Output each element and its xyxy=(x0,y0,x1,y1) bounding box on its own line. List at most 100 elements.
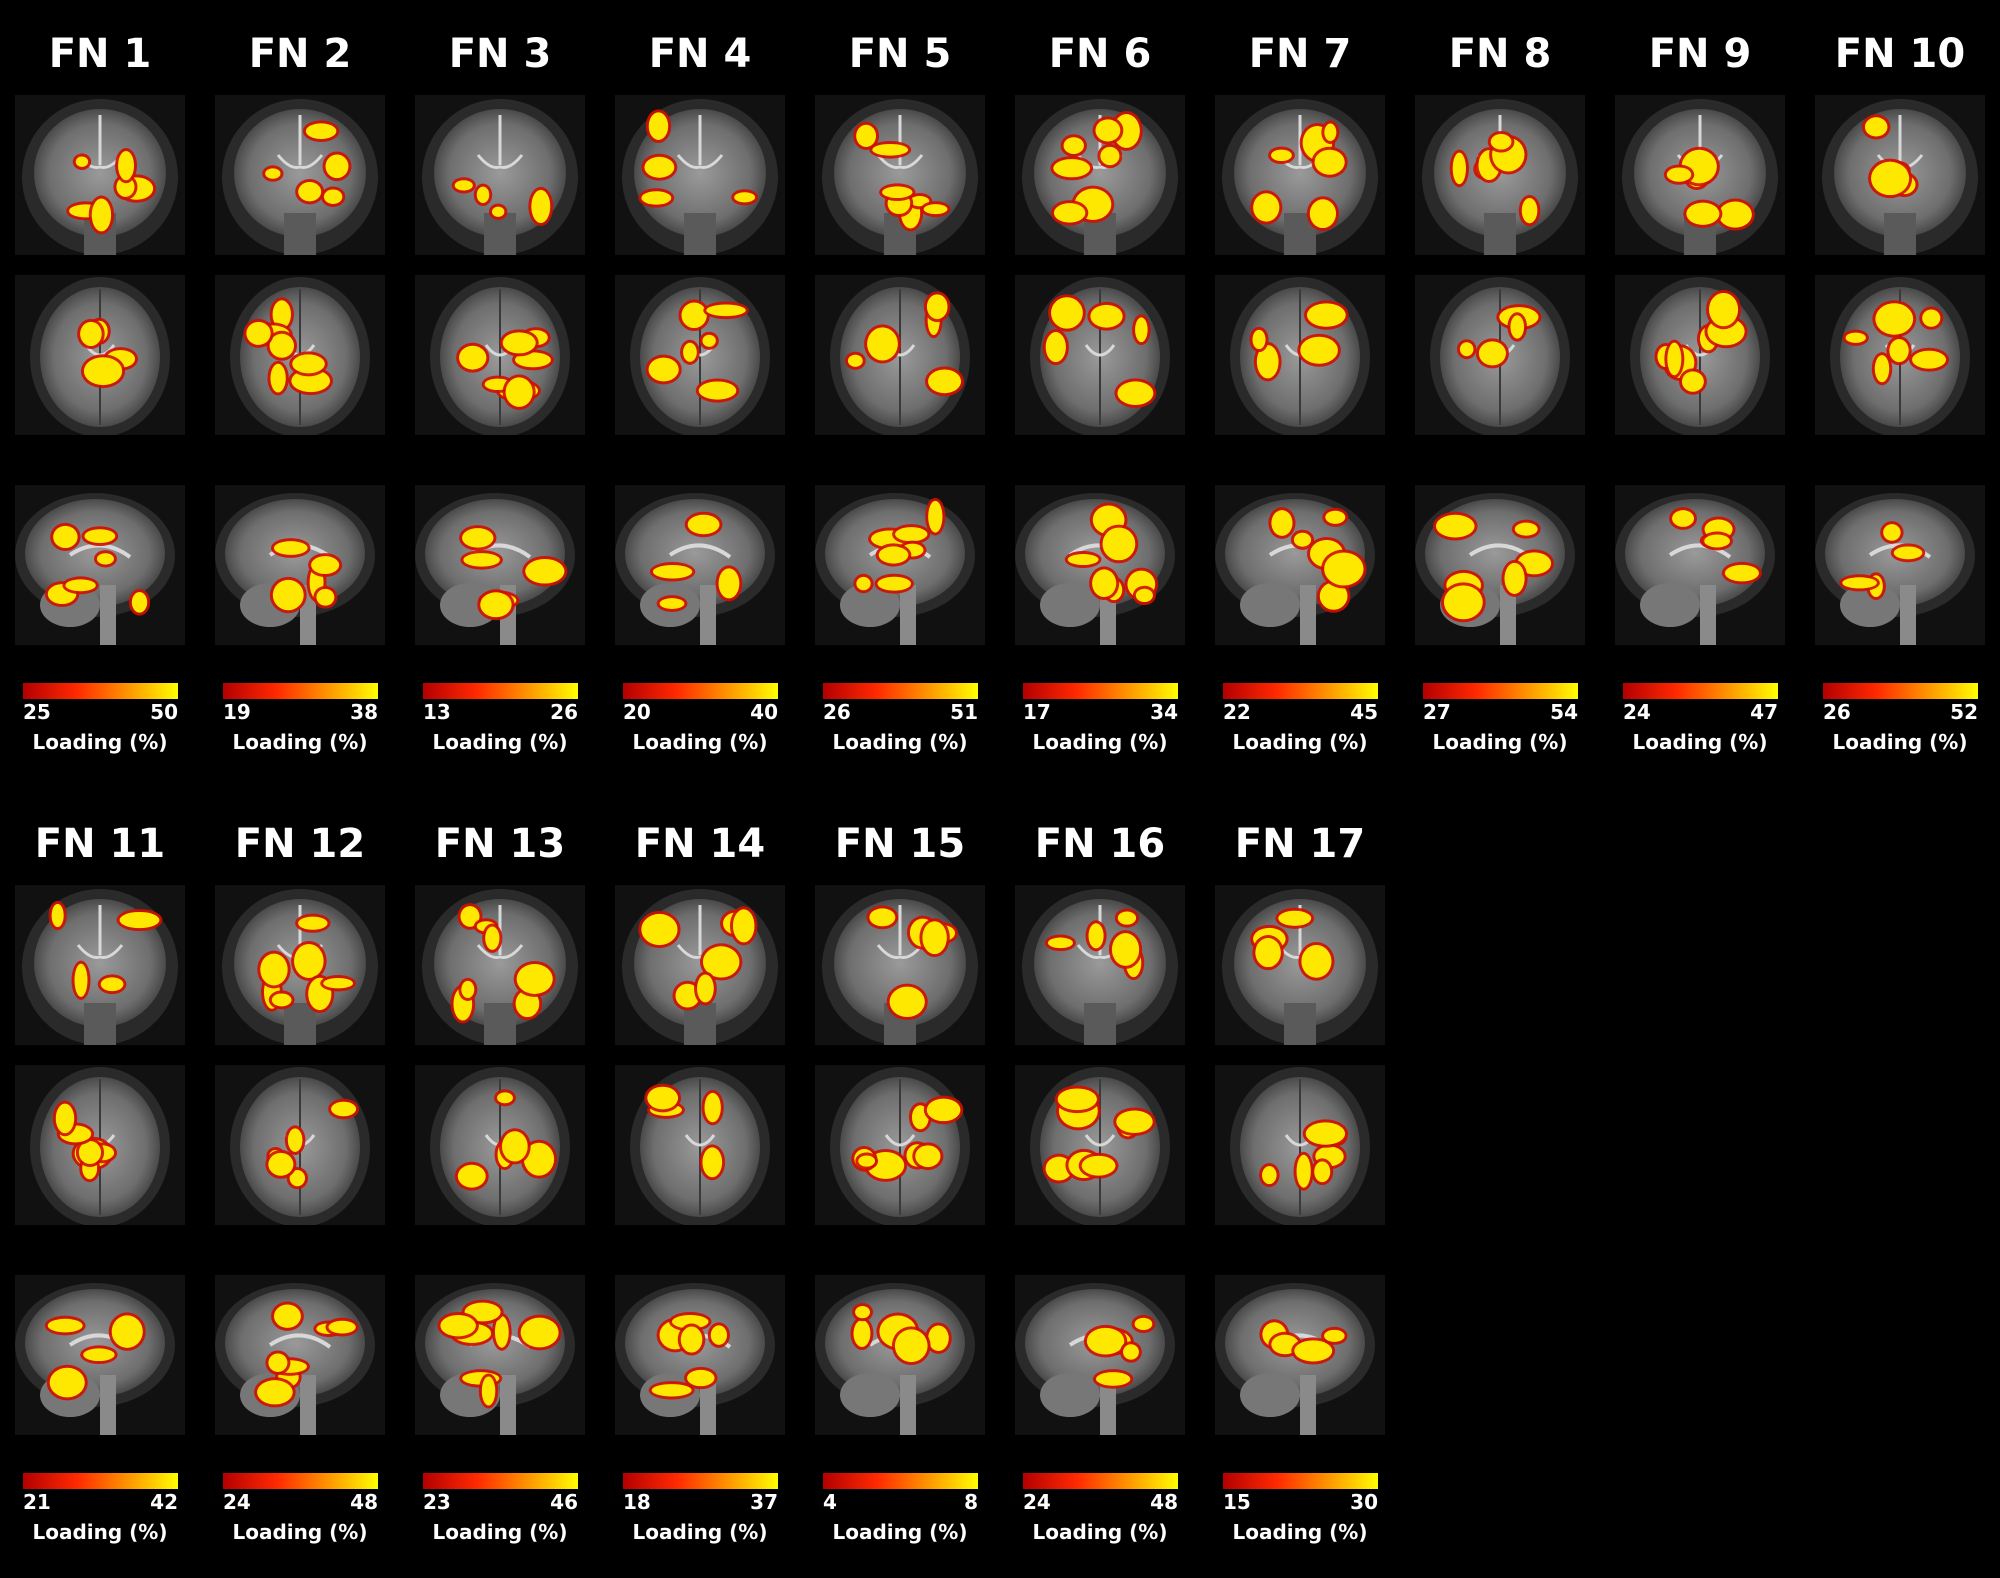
brain-coronal-image xyxy=(400,95,600,255)
brain-sagittal-image xyxy=(800,1275,1000,1435)
colorbar-min-label: 19 xyxy=(223,700,251,724)
panel-title: FN 4 xyxy=(648,31,752,77)
colorbar xyxy=(423,1473,578,1489)
colorbar-min-label: 24 xyxy=(1623,700,1651,724)
colorbar-min-label: 25 xyxy=(23,700,51,724)
panel-title: FN 2 xyxy=(248,31,352,77)
colorbar xyxy=(623,683,778,699)
network-panel: FN 9 24 47 Loading (%) xyxy=(1600,0,1800,754)
colorbar xyxy=(1823,683,1978,699)
panel-title: FN 3 xyxy=(448,31,552,77)
colorbar-max-label: 52 xyxy=(1950,700,1978,724)
colorbar-max-label: 45 xyxy=(1350,700,1378,724)
colorbar-label: Loading (%) xyxy=(1032,1520,1168,1544)
brain-coronal-image xyxy=(200,95,400,255)
brain-axial-image xyxy=(800,1065,1000,1225)
network-panel: FN 16 24 48 Loading (%) xyxy=(1000,790,1200,1544)
brain-axial-image xyxy=(1000,275,1200,435)
brain-coronal-image xyxy=(1000,885,1200,1045)
colorbar-max-label: 54 xyxy=(1550,700,1578,724)
network-panel: FN 2 19 38 Loading (%) xyxy=(200,0,400,754)
colorbar-label: Loading (%) xyxy=(832,730,968,754)
network-panel: FN 7 22 45 Loading (%) xyxy=(1200,0,1400,754)
brain-sagittal-image xyxy=(400,485,600,645)
brain-sagittal-image xyxy=(1000,485,1200,645)
colorbar-min-label: 24 xyxy=(223,1490,251,1514)
brain-coronal-image xyxy=(1000,95,1200,255)
colorbar-label: Loading (%) xyxy=(1832,730,1968,754)
brain-sagittal-image xyxy=(0,485,200,645)
colorbar-min-label: 23 xyxy=(423,1490,451,1514)
brain-sagittal-image xyxy=(800,485,1000,645)
brain-axial-image xyxy=(1200,275,1400,435)
brain-axial-image xyxy=(800,275,1000,435)
brain-sagittal-image xyxy=(200,485,400,645)
panel-title: FN 8 xyxy=(1448,31,1552,77)
panel-title: FN 14 xyxy=(634,821,766,867)
panel-title: FN 11 xyxy=(34,821,166,867)
colorbar-label: Loading (%) xyxy=(432,1520,568,1544)
colorbar-min-label: 26 xyxy=(823,700,851,724)
brain-coronal-image xyxy=(1600,95,1800,255)
colorbar-min-label: 18 xyxy=(623,1490,651,1514)
colorbar-min-label: 17 xyxy=(1023,700,1051,724)
colorbar-label: Loading (%) xyxy=(1232,1520,1368,1544)
colorbar-max-label: 8 xyxy=(964,1490,978,1514)
brain-coronal-image xyxy=(0,95,200,255)
network-panel: FN 1 25 50 Loading (%) xyxy=(0,0,200,754)
colorbar-max-label: 26 xyxy=(550,700,578,724)
colorbar-min-label: 26 xyxy=(1823,700,1851,724)
brain-coronal-image xyxy=(800,885,1000,1045)
brain-sagittal-image xyxy=(1400,485,1600,645)
colorbar-max-label: 48 xyxy=(1150,1490,1178,1514)
colorbar-max-label: 38 xyxy=(350,700,378,724)
colorbar-min-label: 4 xyxy=(823,1490,837,1514)
panel-title: FN 16 xyxy=(1034,821,1166,867)
brain-axial-image xyxy=(600,1065,800,1225)
colorbar xyxy=(823,683,978,699)
brain-axial-image xyxy=(0,275,200,435)
colorbar-label: Loading (%) xyxy=(32,1520,168,1544)
brain-coronal-image xyxy=(1200,885,1400,1045)
colorbar xyxy=(223,683,378,699)
colorbar-max-label: 48 xyxy=(350,1490,378,1514)
brain-axial-image xyxy=(600,275,800,435)
panel-title: FN 6 xyxy=(1048,31,1152,77)
brain-coronal-image xyxy=(600,95,800,255)
colorbar-label: Loading (%) xyxy=(232,730,368,754)
brain-axial-image xyxy=(1200,1065,1400,1225)
brain-sagittal-image xyxy=(1800,485,2000,645)
colorbar-max-label: 47 xyxy=(1750,700,1778,724)
network-panel: FN 3 13 26 Loading (%) xyxy=(400,0,600,754)
network-panel: FN 15 4 8 Loading (%) xyxy=(800,790,1000,1544)
brain-sagittal-image xyxy=(1200,1275,1400,1435)
colorbar xyxy=(223,1473,378,1489)
brain-sagittal-image xyxy=(600,485,800,645)
colorbar-max-label: 50 xyxy=(150,700,178,724)
colorbar xyxy=(1623,683,1778,699)
panel-title: FN 5 xyxy=(848,31,952,77)
colorbar-label: Loading (%) xyxy=(32,730,168,754)
colorbar-max-label: 37 xyxy=(750,1490,778,1514)
colorbar-label: Loading (%) xyxy=(632,730,768,754)
colorbar xyxy=(1223,683,1378,699)
network-panel: FN 5 26 51 Loading (%) xyxy=(800,0,1000,754)
colorbar-label: Loading (%) xyxy=(832,1520,968,1544)
brain-axial-image xyxy=(1800,275,2000,435)
network-panel: FN 12 24 48 Loading (%) xyxy=(200,790,400,1544)
network-panel: FN 17 15 30 Loading (%) xyxy=(1200,790,1400,1544)
panel-title: FN 15 xyxy=(834,821,966,867)
panel-title: FN 17 xyxy=(1234,821,1366,867)
network-panel: FN 10 26 52 Loading (%) xyxy=(1800,0,2000,754)
brain-coronal-image xyxy=(400,885,600,1045)
colorbar xyxy=(823,1473,978,1489)
brain-coronal-image xyxy=(1400,95,1600,255)
colorbar-min-label: 27 xyxy=(1423,700,1451,724)
brain-coronal-image xyxy=(1800,95,2000,255)
brain-axial-image xyxy=(0,1065,200,1225)
colorbar-max-label: 46 xyxy=(550,1490,578,1514)
colorbar-label: Loading (%) xyxy=(232,1520,368,1544)
brain-axial-image xyxy=(1400,275,1600,435)
brain-sagittal-image xyxy=(1600,485,1800,645)
